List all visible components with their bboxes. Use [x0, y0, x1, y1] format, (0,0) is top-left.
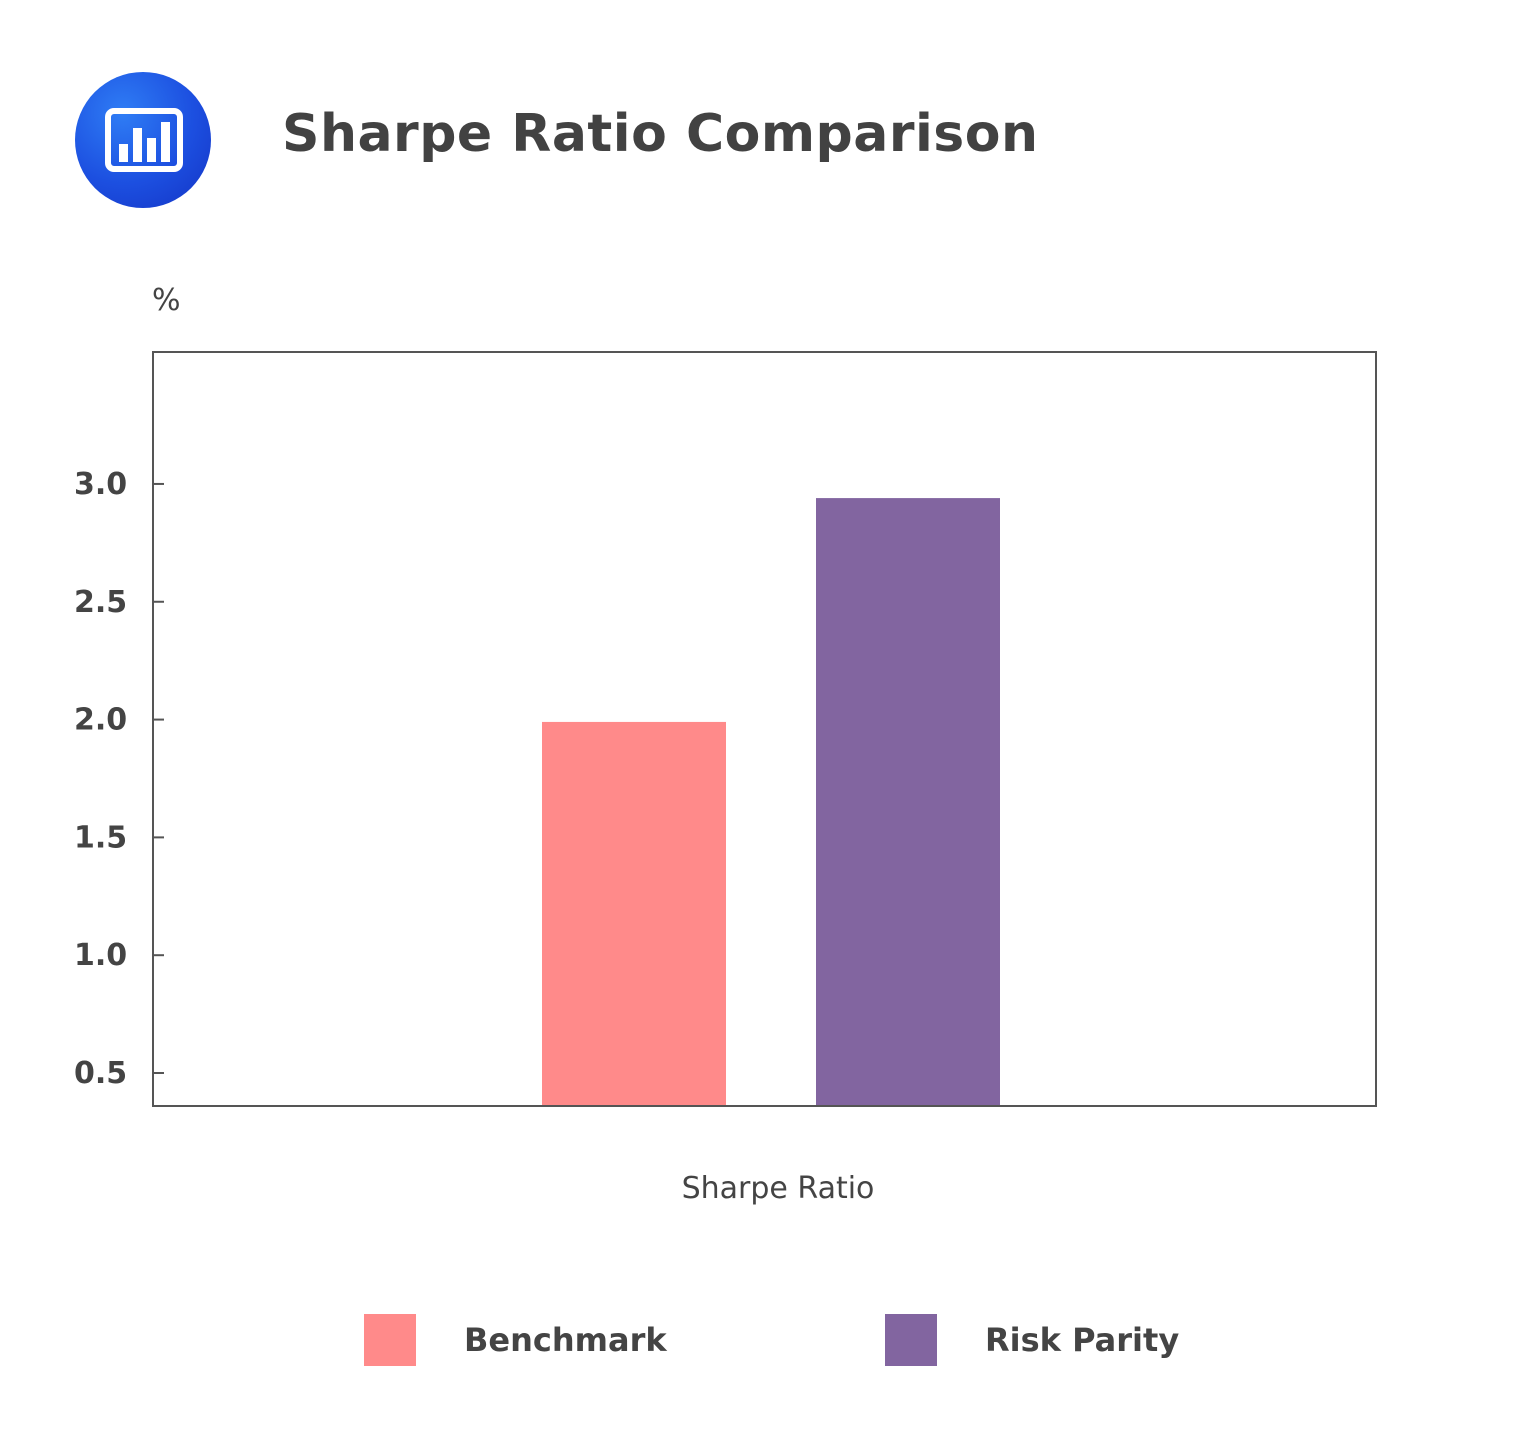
- legend-item-risk-parity: Risk Parity: [885, 1314, 1179, 1366]
- bar-chart: % 0.5 1.0 1.5 2.0 2.5 3.0 Sharpe Ratio: [74, 283, 1377, 1206]
- y-tick-label: 2.0: [74, 703, 127, 738]
- legend-item-benchmark: Benchmark: [364, 1314, 667, 1366]
- y-tick-label: 2.5: [74, 585, 127, 620]
- y-tick-label: 1.5: [74, 820, 127, 855]
- legend-swatch-risk-parity: [885, 1314, 937, 1366]
- bar-benchmark: [542, 721, 726, 1105]
- y-axis-ticks: 0.5 1.0 1.5 2.0 2.5 3.0: [74, 467, 164, 1091]
- plot-frame: [152, 351, 1377, 1107]
- y-tick-label: 1.0: [74, 938, 127, 973]
- bar-chart-icon: [105, 108, 183, 172]
- logo-badge: [75, 72, 211, 208]
- y-tick-label: 0.5: [74, 1056, 127, 1091]
- page-title: Sharpe Ratio Comparison: [282, 104, 1039, 164]
- legend-label-benchmark: Benchmark: [464, 1321, 667, 1359]
- legend-label-risk-parity: Risk Parity: [985, 1321, 1180, 1359]
- y-axis-label: %: [152, 283, 181, 318]
- legend-swatch-benchmark: [364, 1314, 416, 1366]
- y-tick-label: 3.0: [74, 467, 127, 502]
- bar-risk-parity: [816, 498, 1000, 1105]
- legend: Benchmark Risk Parity: [0, 1314, 1536, 1374]
- x-axis-label: Sharpe Ratio: [682, 1171, 875, 1206]
- bars: [542, 498, 1000, 1105]
